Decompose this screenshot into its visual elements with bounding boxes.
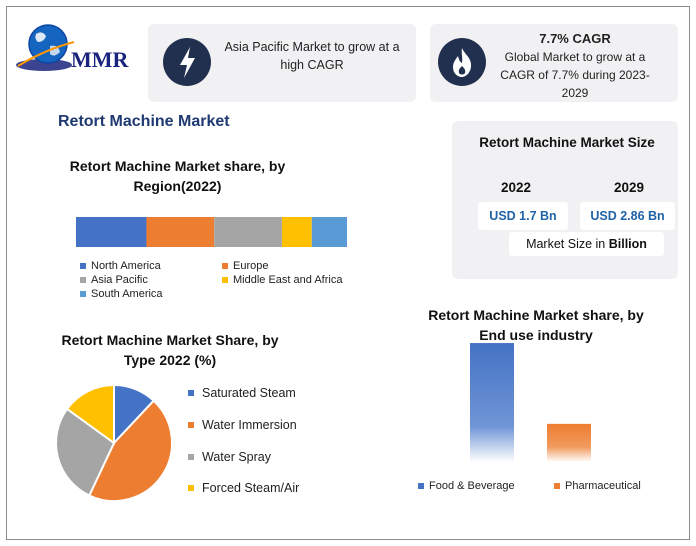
logo-text: MMR xyxy=(71,47,130,72)
region-segment-europe xyxy=(146,217,215,247)
type-chart-title-line2: Type 2022 (%) xyxy=(123,352,217,368)
region-stacked-bar xyxy=(76,217,347,247)
region-chart-title: Retort Machine Market share, by Region(2… xyxy=(50,156,305,196)
legend-swatch xyxy=(188,485,194,491)
year-2022: 2022 xyxy=(501,180,532,195)
legend-label: Middle East and Africa xyxy=(233,274,343,286)
region-segment-asia-pacific xyxy=(214,217,282,247)
enduse-bar-chart xyxy=(470,343,591,462)
lightning-icon-badge xyxy=(163,38,211,86)
legend-saturated-steam: Saturated Steam xyxy=(188,386,296,400)
legend-label: Water Immersion xyxy=(202,418,297,432)
legend-label: North America xyxy=(91,260,161,272)
highlight-card-asia-pacific: Asia Pacific Market to grow at a high CA… xyxy=(148,24,416,102)
legend-swatch xyxy=(554,483,560,489)
pie-slice-water-spray xyxy=(55,407,116,497)
market-size-note-unit: Billion xyxy=(608,237,647,251)
legend-label: South America xyxy=(91,288,163,300)
market-size-2029: USD 2.86 Bn xyxy=(580,202,675,230)
legend-label: Europe xyxy=(233,260,269,272)
legend-south-america: South America xyxy=(80,288,163,300)
legend-middle-east-africa: Middle East and Africa xyxy=(222,274,342,286)
legend-swatch xyxy=(80,277,86,283)
mmr-logo: MMR xyxy=(14,20,140,80)
year-2029: 2029 xyxy=(614,180,645,195)
legend-asia-pacific: Asia Pacific xyxy=(80,274,148,286)
pie-slice-water-immersion xyxy=(87,399,173,502)
region-chart-title-line1: Retort Machine Market share, by xyxy=(69,158,286,174)
type-chart-title-line1: Retort Machine Market Share, by xyxy=(61,332,279,348)
legend-swatch xyxy=(188,422,194,428)
legend-water-spray: Water Spray xyxy=(188,450,271,464)
legend-label: Asia Pacific xyxy=(91,274,148,286)
legend-swatch xyxy=(222,263,228,269)
legend-forced-steam-air: Forced Steam/Air xyxy=(188,481,299,495)
region-segment-north-america xyxy=(76,217,147,247)
legend-pharmaceutical: Pharmaceutical xyxy=(554,480,641,492)
lightning-icon xyxy=(180,47,195,78)
legend-swatch xyxy=(188,454,194,460)
enduse-chart-title-line1: Retort Machine Market share, by xyxy=(428,307,644,323)
bar-pharmaceutical xyxy=(547,423,591,462)
region-chart-title-line2: Region(2022) xyxy=(133,178,222,194)
legend-water-immersion: Water Immersion xyxy=(188,418,297,432)
legend-swatch xyxy=(418,483,424,489)
type-pie-chart xyxy=(55,383,173,502)
region-segment-middle-east-and-africa xyxy=(281,217,312,247)
market-size-2022: USD 1.7 Bn xyxy=(478,202,568,230)
legend-europe: Europe xyxy=(222,260,268,272)
legend-swatch xyxy=(222,277,228,283)
legend-label: Pharmaceutical xyxy=(565,480,641,492)
enduse-chart-title: Retort Machine Market share, by End use … xyxy=(400,305,672,345)
highlight-card-cagr: 7.7% CAGR Global Market to grow at a CAG… xyxy=(430,24,678,102)
legend-food-beverage: Food & Beverage xyxy=(418,480,515,492)
market-size-note: Market Size in Billion xyxy=(509,232,664,256)
legend-swatch xyxy=(80,263,86,269)
market-size-note-prefix: Market Size in xyxy=(526,237,609,251)
legend-label: Forced Steam/Air xyxy=(202,481,300,495)
flame-icon xyxy=(453,48,472,77)
cagr-title: 7.7% CAGR xyxy=(539,31,611,46)
legend-north-america: North America xyxy=(80,260,161,272)
legend-label: Water Spray xyxy=(202,450,272,464)
globe-icon: MMR xyxy=(16,24,130,72)
highlight-text-1: Asia Pacific Market to grow at a high CA… xyxy=(224,40,400,72)
highlight-text-2: Global Market to grow at a CAGR of 7.7% … xyxy=(500,50,650,100)
legend-label: Food & Beverage xyxy=(429,480,515,492)
pie-slice-forced-steam-air xyxy=(65,383,115,445)
legend-swatch xyxy=(80,291,86,297)
page-title: Retort Machine Market xyxy=(58,113,230,130)
bar-food-beverage xyxy=(470,343,514,462)
flame-icon-badge xyxy=(438,38,486,86)
enduse-chart-title-line2: End use industry xyxy=(479,327,593,343)
market-size-title: Retort Machine Market Size xyxy=(479,135,655,150)
legend-swatch xyxy=(188,390,194,396)
legend-label: Saturated Steam xyxy=(202,386,296,400)
type-chart-title: Retort Machine Market Share, by Type 202… xyxy=(40,330,300,370)
region-segment-south-america xyxy=(311,217,347,247)
